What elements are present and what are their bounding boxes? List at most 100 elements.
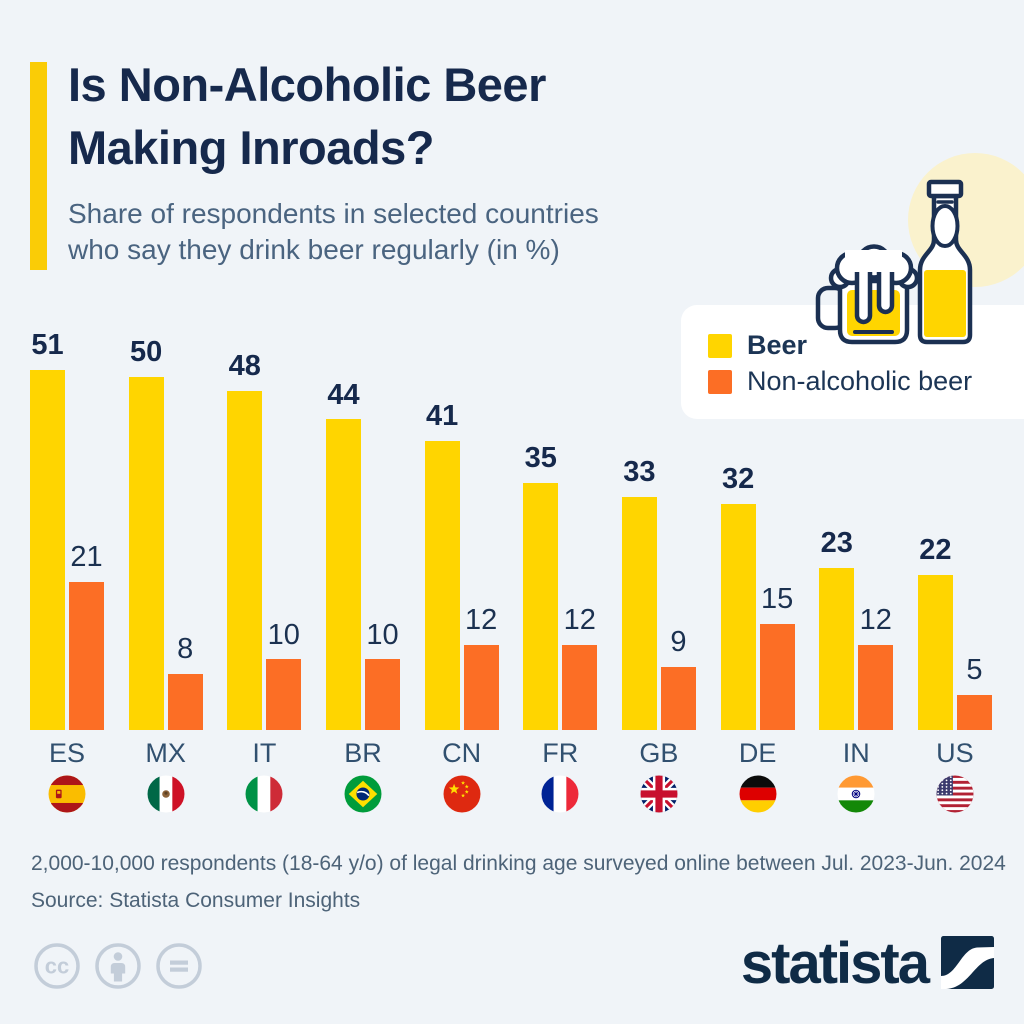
flag-es-icon	[48, 775, 86, 813]
bar-value-label-beer: 23	[820, 526, 853, 559]
bar-wrap: 12	[463, 604, 499, 730]
bar-wrap: 48	[227, 350, 263, 730]
page-subtitle-line1: Share of respondents in selected countri…	[68, 198, 599, 229]
bar-pair: 22 5	[917, 328, 992, 730]
category-label: IT	[252, 738, 277, 768]
country-group-de: 32 15 DE	[720, 328, 795, 813]
category-label: ES	[48, 738, 86, 768]
bar-non-alcoholic	[364, 659, 400, 730]
country-flag	[936, 775, 974, 813]
bar-non-alcoholic	[463, 645, 499, 730]
country-flag	[541, 775, 579, 813]
flag-cn-icon	[443, 775, 481, 813]
country-group-in: 23 12 IN	[819, 328, 894, 813]
bar-wrap: 12	[562, 604, 598, 730]
country-group-es: 51 21 ES	[30, 328, 104, 813]
country-group-br: 44 10 BR	[325, 328, 400, 813]
country-group-us: 22 5 US	[917, 328, 992, 813]
country-flag	[739, 775, 777, 813]
bar-non-alcoholic	[69, 581, 104, 730]
flag-gb-icon	[640, 775, 678, 813]
bar-pair: 32 15	[720, 328, 795, 730]
country-group-gb: 33 9 GB	[621, 328, 696, 813]
bar-value-label-beer: 33	[623, 456, 656, 489]
bar-value-label-non-alcoholic: 12	[859, 604, 892, 637]
bar-non-alcoholic	[660, 666, 696, 730]
category-label: DE	[738, 738, 777, 768]
footnote-source: Source: Statista Consumer Insights	[31, 889, 361, 912]
bar-value-label-non-alcoholic: 12	[563, 604, 596, 637]
bar-beer	[621, 497, 657, 730]
bar-wrap: 22	[917, 533, 953, 730]
country-flag	[837, 775, 875, 813]
svg-text:cc: cc	[45, 954, 69, 979]
category-label: MX	[145, 738, 186, 768]
bar-non-alcoholic	[266, 659, 302, 730]
bar-value-label-non-alcoholic: 21	[70, 540, 103, 573]
bar-wrap: 51	[30, 329, 65, 730]
bar-wrap: 10	[266, 619, 302, 730]
bar-beer	[227, 391, 263, 730]
country-flag	[245, 775, 283, 813]
bar-beer	[523, 482, 559, 730]
bar-beer	[917, 574, 953, 730]
flag-in-icon	[837, 775, 875, 813]
cc-by-icon	[95, 943, 141, 989]
country-flag	[147, 775, 185, 813]
bar-wrap: 8	[167, 633, 203, 730]
bar-pair: 33 9	[621, 328, 696, 730]
legend-label-non-alcoholic: Non-alcoholic beer	[747, 366, 973, 396]
bar-pair: 51 21	[30, 328, 104, 730]
bar-value-label-beer: 51	[31, 329, 64, 362]
bar-value-label-beer: 48	[228, 350, 261, 383]
bar-wrap: 5	[956, 654, 992, 730]
category-label: FR	[542, 738, 579, 768]
country-flag	[344, 775, 382, 813]
bar-beer	[819, 567, 855, 730]
license-icons: cc	[33, 942, 203, 990]
bar-wrap: 44	[325, 378, 361, 730]
bar-value-label-beer: 44	[327, 378, 360, 411]
bar-wrap: 9	[660, 625, 696, 730]
page-subtitle-line2: who say they drink beer regularly (in %)	[68, 234, 560, 266]
bar-non-alcoholic	[956, 694, 992, 730]
country-flag	[48, 775, 86, 813]
page-title: Is Non-Alcoholic Beer Making Inroads?	[68, 54, 768, 179]
bar-wrap: 21	[69, 540, 104, 730]
flag-mx-icon	[147, 775, 185, 813]
cc-nd-icon	[156, 943, 202, 989]
bar-value-label-non-alcoholic: 10	[366, 618, 399, 651]
flag-fr-icon	[541, 775, 579, 813]
bar-value-label-beer: 41	[425, 399, 459, 432]
legend-item-non-alcoholic: Non-alcoholic beer	[708, 368, 972, 395]
bar-beer	[720, 504, 756, 730]
bar-beer	[424, 440, 460, 730]
bar-pair: 48 10	[227, 328, 302, 730]
country-group-fr: 35 12 FR	[523, 328, 598, 813]
bar-wrap: 23	[819, 526, 855, 730]
legend-item-beer: Beer	[708, 332, 807, 359]
bar-wrap: 35	[523, 442, 559, 730]
bar-value-label-beer: 32	[721, 463, 755, 496]
statista-logo-mark-icon	[941, 936, 994, 989]
bar-beer	[325, 419, 361, 730]
bar-value-label-non-alcoholic: 15	[760, 583, 794, 616]
bar-value-label-non-alcoholic: 9	[670, 625, 687, 658]
bar-pair: 23 12	[819, 328, 894, 730]
beer-bottle-icon	[917, 179, 973, 345]
beer-illustration	[795, 138, 1024, 352]
bar-value-label-non-alcoholic: 12	[464, 604, 498, 637]
category-label: GB	[639, 738, 679, 768]
bar-pair: 50 8	[128, 328, 203, 730]
bar-chart: 51 21 ES 50 8 MX 48 10 IT 44 10 BR 41 12 CN 35 12 FR 33 9 GB…	[30, 328, 992, 813]
bar-wrap: 12	[858, 604, 894, 730]
category-label: US	[936, 738, 974, 768]
country-flag	[443, 775, 481, 813]
bar-value-label-beer: 22	[919, 533, 952, 566]
page-title-line1: Is Non-Alcoholic Beer	[68, 58, 546, 111]
bar-value-label-beer: 35	[524, 442, 557, 475]
bar-non-alcoholic	[562, 645, 598, 730]
bar-wrap: 33	[621, 456, 657, 730]
statista-wordmark: statista	[740, 931, 930, 997]
